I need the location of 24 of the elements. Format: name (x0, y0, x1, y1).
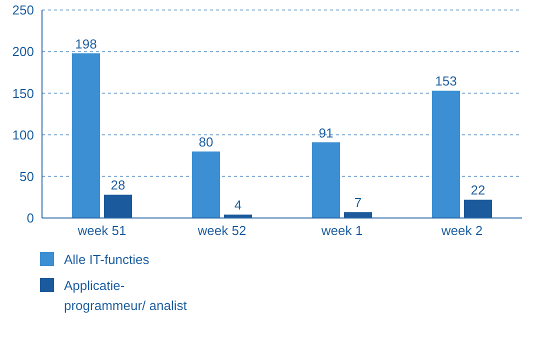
x-tick-label: week 1 (320, 223, 363, 238)
data-label: 28 (110, 178, 126, 193)
y-tick-label: 250 (12, 2, 34, 18)
data-label: 4 (234, 198, 242, 213)
legend-label: Alle IT-functies (64, 251, 150, 269)
data-label: 91 (318, 125, 334, 140)
x-tick-label: week 51 (76, 223, 126, 238)
bar (432, 90, 460, 218)
y-tick-label: 100 (12, 127, 34, 142)
y-tick-label: 150 (12, 86, 34, 101)
y-tick-label: 200 (12, 44, 34, 60)
legend-label: Applicatie-programmeur/ analist (64, 277, 188, 315)
data-label: 80 (198, 134, 214, 150)
x-tick-label: week 2 (440, 223, 483, 238)
bar (72, 53, 100, 218)
x-tick-label: week 52 (196, 223, 246, 238)
data-label: 153 (435, 74, 457, 89)
bar (192, 151, 220, 218)
data-label: 7 (354, 195, 362, 210)
data-label: 22 (470, 182, 486, 198)
data-label: 198 (75, 36, 97, 52)
y-tick-label: 0 (26, 210, 34, 226)
y-tick-label: 50 (20, 169, 34, 184)
bar (312, 142, 340, 218)
